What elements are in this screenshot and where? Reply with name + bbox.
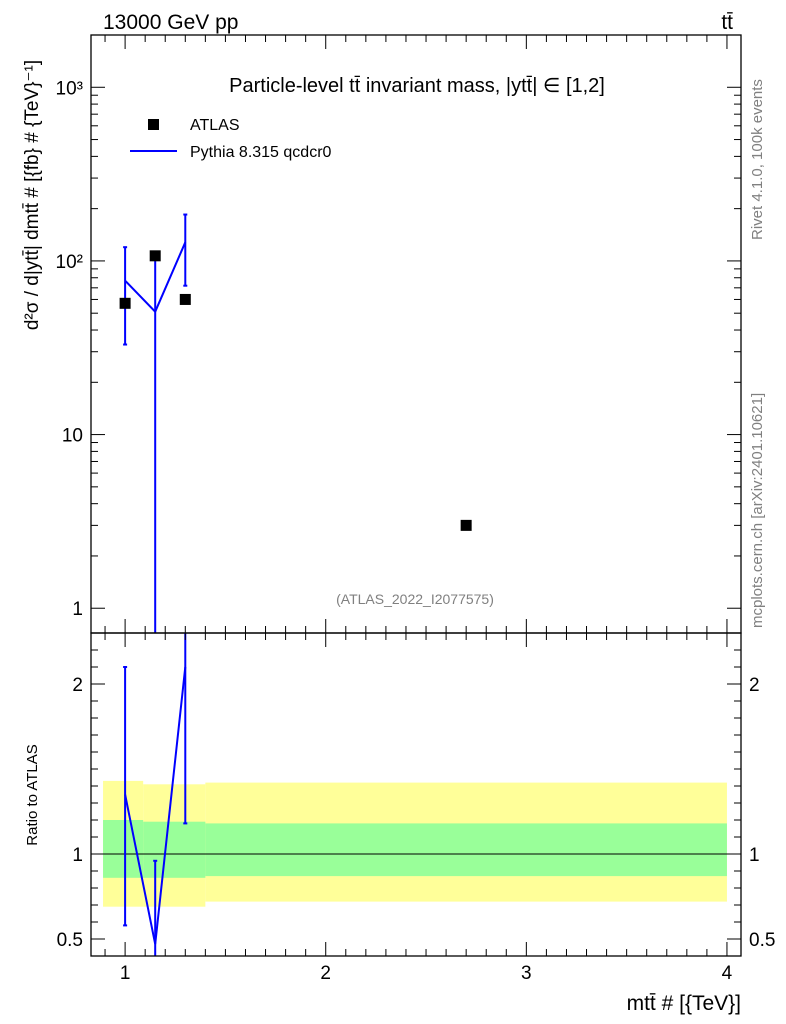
- process-label: tt̄: [721, 11, 733, 34]
- x-tick-label-1: 2: [320, 963, 331, 984]
- ratio-frame: [90, 632, 742, 957]
- ratio-y-tick-label-left-2: 2: [72, 675, 83, 696]
- main-axis-ticks: 1 10 10² 10³: [56, 34, 741, 633]
- legend: ATLAS Pythia 8.315 qcdcr0: [130, 117, 332, 161]
- ratio-panel: 1 2 3 4 0.5 0.5 1 1 2 2 Ratio to ATLAS mtt̄ # [{T…: [24, 632, 775, 1015]
- x-tick-label-2: 3: [521, 963, 532, 984]
- ratio-y-axis-label: Ratio to ATLAS: [24, 744, 41, 845]
- legend-label-0: ATLAS: [190, 117, 240, 134]
- y-axis-label: d²σ / d|ytt̄| dmtt̄ # [{fb} # {TeV}⁻¹]: [22, 60, 43, 330]
- ratio-y-tick-label-left-1: 1: [72, 845, 83, 866]
- y-tick-label-2: 10²: [56, 252, 83, 273]
- ratio-axis-ticks: 1 2 3 4 0.5 0.5 1 1 2 2: [57, 632, 775, 984]
- ratio-y-tick-label-right-1: 1: [749, 845, 760, 866]
- ratio-y-tick-label-right-0: 0.5: [749, 930, 775, 951]
- rivet-version-text: Rivet 4.1.0, 100k events: [749, 79, 766, 240]
- data-point-3: [460, 519, 472, 531]
- uncertainty-band-inner-1: [143, 821, 206, 878]
- data-point-1: [149, 250, 161, 262]
- y-tick-label-3: 10³: [56, 78, 83, 99]
- uncertainty-band-inner-2: [205, 823, 727, 877]
- x-tick-label-3: 4: [722, 963, 733, 984]
- legend-marker-atlas: [148, 119, 159, 130]
- x-tick-label-0: 1: [120, 963, 131, 984]
- main-plot-area: [119, 213, 472, 633]
- ratio-plot-area: [91, 633, 741, 956]
- plot-title: Particle-level tt̄ invariant mass, |ytt̄…: [229, 75, 605, 97]
- analysis-tag: (ATLAS_2022_I2077575): [336, 591, 494, 607]
- ratio-y-tick-label-right-2: 2: [749, 675, 760, 696]
- y-tick-label-1: 10: [62, 426, 83, 447]
- main-panel: 1 10 10² 10³ Particle-level tt̄ invariant m…: [22, 34, 742, 634]
- main-frame: [90, 34, 742, 634]
- mcplots-reference-text: mcplots.cern.ch [arXiv:2401.10621]: [749, 393, 766, 628]
- x-axis-label: mtt̄ # [{TeV}]: [627, 992, 741, 1015]
- y-tick-label-0: 1: [72, 599, 83, 620]
- ratio-y-tick-label-left-0: 0.5: [57, 930, 83, 951]
- uncertainty-band-inner-0: [103, 820, 144, 878]
- legend-label-1: Pythia 8.315 qcdcr0: [190, 144, 332, 161]
- data-point-2: [179, 293, 191, 305]
- energy-label: 13000 GeV pp: [103, 11, 238, 34]
- data-point-0: [119, 297, 131, 309]
